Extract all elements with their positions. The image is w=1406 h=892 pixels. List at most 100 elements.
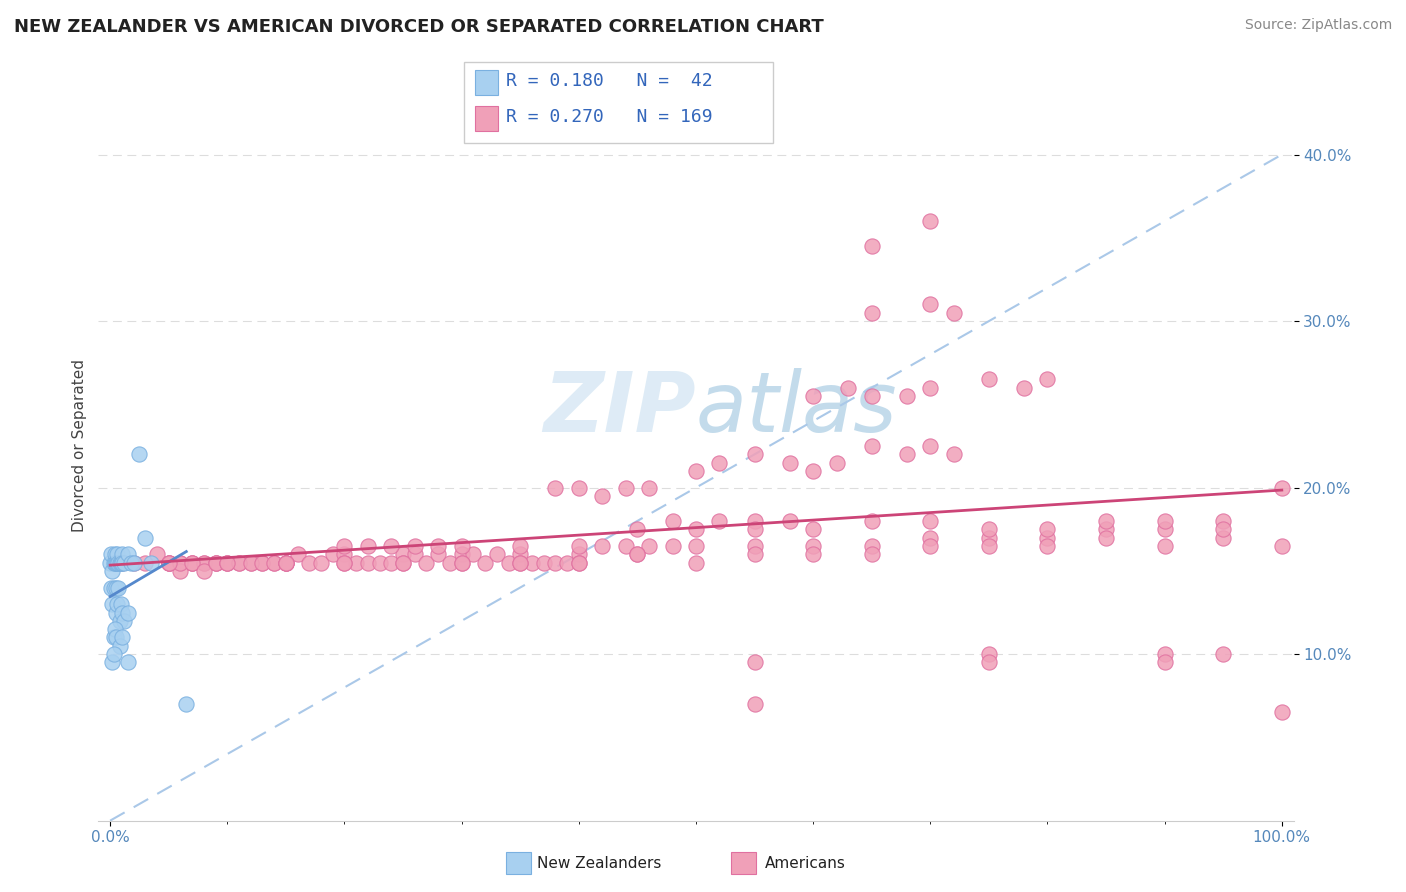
Point	[509, 556, 531, 570]
Point	[474, 556, 496, 570]
Point	[274, 556, 297, 570]
Point	[591, 539, 613, 553]
Y-axis label: Divorced or Separated: Divorced or Separated	[72, 359, 87, 533]
Point	[103, 581, 125, 595]
Point	[105, 556, 128, 570]
Point	[122, 556, 145, 570]
Point	[779, 514, 801, 528]
Point	[298, 556, 321, 570]
Point	[357, 556, 380, 570]
Point	[638, 539, 661, 553]
Point	[977, 372, 1000, 386]
Point	[104, 556, 127, 570]
Point	[801, 389, 824, 403]
Point	[860, 547, 883, 561]
Text: R = 0.180   N =  42: R = 0.180 N = 42	[506, 72, 713, 90]
Point	[287, 547, 309, 561]
Point	[404, 539, 426, 553]
Point	[239, 556, 262, 570]
Point	[509, 547, 531, 561]
Point	[392, 556, 415, 570]
Point	[1095, 522, 1118, 536]
Point	[111, 556, 134, 570]
Point	[896, 389, 918, 403]
Point	[193, 556, 215, 570]
Point	[112, 556, 135, 570]
Point	[157, 556, 180, 570]
Point	[122, 556, 145, 570]
Point	[169, 564, 191, 578]
Point	[128, 447, 150, 461]
Point	[1153, 647, 1175, 661]
Point	[709, 456, 731, 470]
Point	[450, 556, 472, 570]
Point	[157, 556, 180, 570]
Point	[1036, 372, 1059, 386]
Point	[744, 547, 766, 561]
Point	[977, 531, 1000, 545]
Text: New Zealanders: New Zealanders	[537, 856, 661, 871]
Point	[1212, 647, 1234, 661]
Point	[120, 556, 142, 570]
Point	[333, 547, 356, 561]
Point	[111, 547, 134, 561]
Point	[415, 556, 437, 570]
Point	[101, 656, 124, 670]
Point	[1212, 531, 1234, 545]
Point	[825, 456, 848, 470]
Point	[685, 464, 707, 478]
Point	[322, 547, 344, 561]
Point	[920, 514, 942, 528]
Point	[103, 631, 125, 645]
Point	[638, 481, 661, 495]
Point	[801, 547, 824, 561]
Point	[112, 614, 135, 628]
Point	[204, 556, 226, 570]
Point	[105, 547, 128, 561]
Point	[860, 539, 883, 553]
Point	[544, 481, 567, 495]
Point	[614, 539, 637, 553]
Point	[193, 564, 215, 578]
Point	[1153, 656, 1175, 670]
Point	[101, 564, 124, 578]
Point	[169, 556, 191, 570]
Text: ZIP: ZIP	[543, 368, 696, 449]
Point	[450, 547, 472, 561]
Point	[977, 522, 1000, 536]
Point	[744, 447, 766, 461]
Point	[837, 381, 859, 395]
Point	[744, 514, 766, 528]
Point	[111, 606, 134, 620]
Point	[568, 547, 591, 561]
Point	[498, 556, 520, 570]
Point	[626, 547, 648, 561]
Point	[380, 556, 402, 570]
Point	[427, 547, 450, 561]
Point	[920, 539, 942, 553]
Point	[110, 597, 132, 611]
Point	[744, 697, 766, 711]
Point	[661, 539, 683, 553]
Point	[801, 464, 824, 478]
Point	[357, 539, 380, 553]
Point	[204, 556, 226, 570]
Point	[105, 581, 128, 595]
Point	[509, 539, 531, 553]
Point	[427, 539, 450, 553]
Point	[685, 522, 707, 536]
Point	[1012, 381, 1035, 395]
Point	[103, 556, 125, 570]
Point	[1271, 481, 1294, 495]
Point	[274, 556, 297, 570]
Point	[333, 539, 356, 553]
Point	[105, 606, 128, 620]
Point	[568, 539, 591, 553]
Point	[239, 556, 262, 570]
Point	[1212, 522, 1234, 536]
Point	[533, 556, 555, 570]
Point	[104, 547, 127, 561]
Point	[344, 556, 367, 570]
Point	[392, 547, 415, 561]
Point	[105, 597, 128, 611]
